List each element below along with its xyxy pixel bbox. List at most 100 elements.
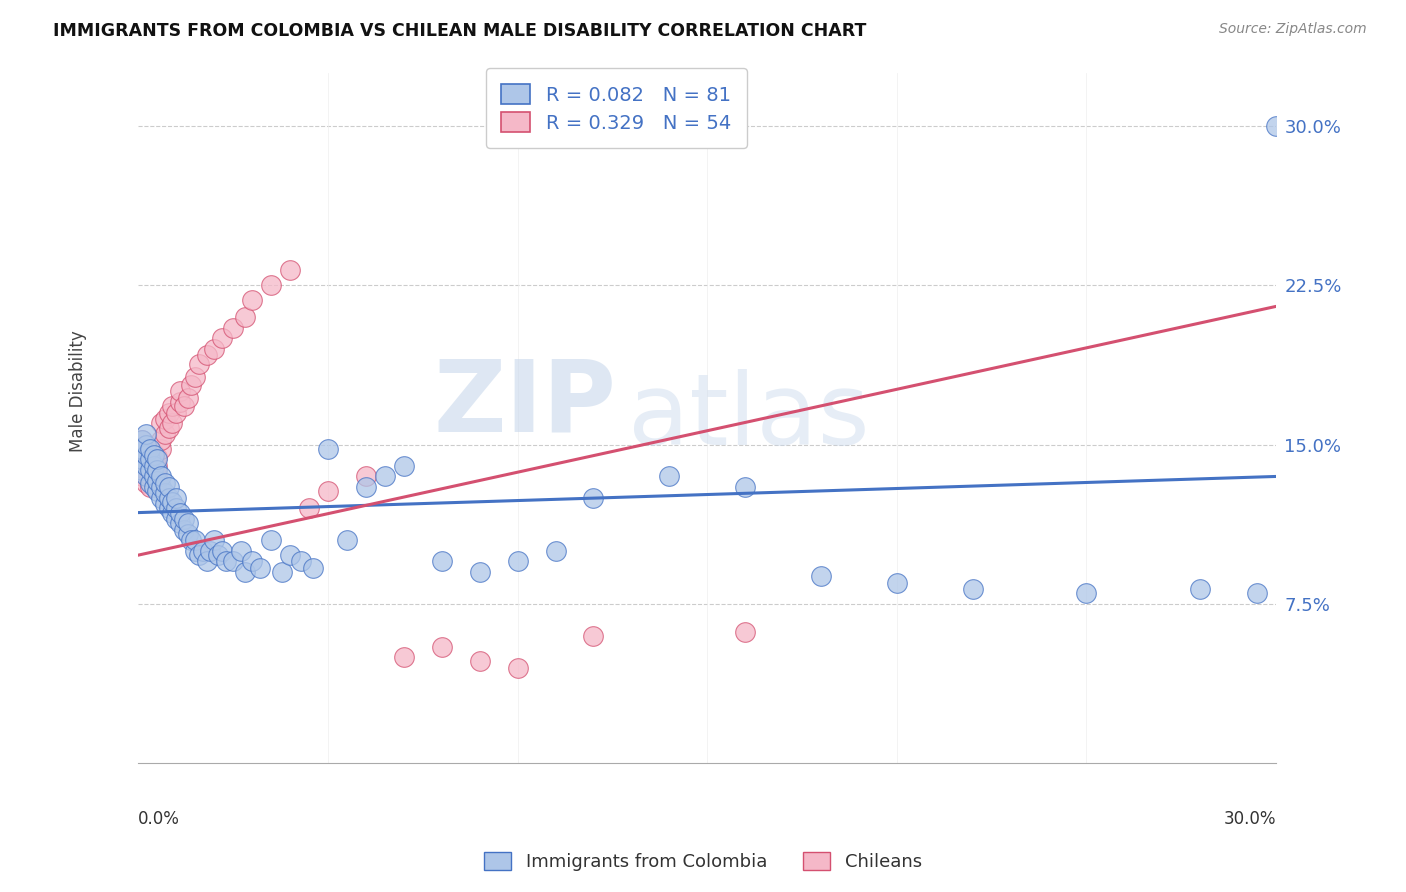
Point <box>169 384 191 399</box>
Point <box>249 561 271 575</box>
Point <box>176 526 198 541</box>
Point <box>582 491 605 505</box>
Point <box>162 495 184 509</box>
Point <box>146 452 169 467</box>
Point <box>146 450 169 465</box>
Point <box>165 501 187 516</box>
Point <box>173 512 195 526</box>
Point <box>336 533 359 548</box>
Point <box>150 442 173 456</box>
Point <box>142 463 165 477</box>
Point <box>316 442 339 456</box>
Point <box>271 565 294 579</box>
Point <box>157 501 180 516</box>
Point <box>138 480 160 494</box>
Point <box>142 448 165 462</box>
Point <box>886 575 908 590</box>
Point <box>169 506 191 520</box>
Point <box>142 469 165 483</box>
Point <box>142 446 165 460</box>
Point <box>240 293 263 307</box>
Point <box>131 458 153 473</box>
Point <box>142 458 165 473</box>
Point <box>962 582 984 596</box>
Point <box>188 548 211 562</box>
Point <box>430 640 453 654</box>
Text: Male Disability: Male Disability <box>69 331 87 452</box>
Point <box>222 554 245 568</box>
Point <box>544 544 567 558</box>
Point <box>135 437 157 451</box>
Point <box>229 544 252 558</box>
Point <box>162 417 184 431</box>
Point <box>131 448 153 462</box>
Point <box>1265 119 1288 133</box>
Point <box>810 569 832 583</box>
Point <box>131 442 153 456</box>
Point <box>146 474 169 488</box>
Point <box>184 533 207 548</box>
Point <box>290 554 312 568</box>
Point <box>180 533 202 548</box>
Point <box>734 624 756 639</box>
Point <box>138 442 160 456</box>
Point <box>157 480 180 494</box>
Point <box>131 469 153 483</box>
Point <box>202 342 225 356</box>
Point <box>260 278 283 293</box>
Point <box>153 475 176 490</box>
Point <box>240 554 263 568</box>
Point <box>157 491 180 505</box>
Point <box>142 480 165 494</box>
Point <box>214 554 236 568</box>
Text: 30.0%: 30.0% <box>1223 810 1277 828</box>
Point <box>430 554 453 568</box>
Point <box>176 391 198 405</box>
Point <box>146 469 169 483</box>
Point <box>165 512 187 526</box>
Point <box>173 523 195 537</box>
Point <box>195 554 218 568</box>
Point <box>150 469 173 483</box>
Point <box>316 484 339 499</box>
Point <box>176 516 198 531</box>
Point <box>191 544 214 558</box>
Legend: R = 0.082   N = 81, R = 0.329   N = 54: R = 0.082 N = 81, R = 0.329 N = 54 <box>485 69 747 148</box>
Text: IMMIGRANTS FROM COLOMBIA VS CHILEAN MALE DISABILITY CORRELATION CHART: IMMIGRANTS FROM COLOMBIA VS CHILEAN MALE… <box>53 22 868 40</box>
Point <box>278 548 301 562</box>
Point <box>135 463 157 477</box>
Point <box>169 395 191 409</box>
Point <box>392 650 415 665</box>
Point <box>233 565 256 579</box>
Point <box>162 399 184 413</box>
Point <box>153 486 176 500</box>
Point <box>162 506 184 520</box>
Point <box>150 491 173 505</box>
Point <box>184 544 207 558</box>
Point <box>260 533 283 548</box>
Point <box>200 544 222 558</box>
Point <box>157 420 180 434</box>
Point <box>468 565 491 579</box>
Point <box>165 406 187 420</box>
Point <box>131 434 153 448</box>
Point <box>734 480 756 494</box>
Point <box>169 516 191 531</box>
Point <box>138 469 160 483</box>
Point <box>138 458 160 473</box>
Point <box>233 310 256 324</box>
Point <box>153 412 176 426</box>
Text: Source: ZipAtlas.com: Source: ZipAtlas.com <box>1219 22 1367 37</box>
Point <box>202 533 225 548</box>
Point <box>211 544 233 558</box>
Point <box>180 378 202 392</box>
Point <box>354 469 377 483</box>
Point <box>131 434 153 448</box>
Point <box>222 320 245 334</box>
Point <box>135 475 157 490</box>
Point <box>153 426 176 441</box>
Point <box>207 548 229 562</box>
Point <box>146 458 169 473</box>
Point <box>150 434 173 448</box>
Point <box>135 458 157 473</box>
